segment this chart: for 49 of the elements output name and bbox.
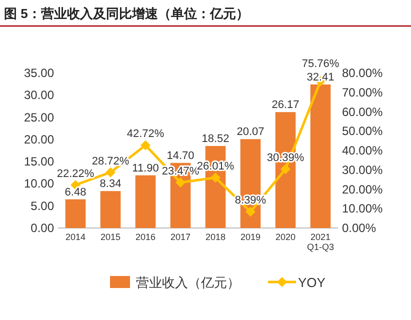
data-label: 18.52 [202,132,230,145]
y2-tick-label: 10.00% [342,202,384,216]
point [176,178,186,188]
bar [310,84,331,228]
x-tick-label: 2015 [100,232,121,242]
x-tick-label: 2014 [65,232,86,242]
y-tick-label: 10.00 [24,176,54,191]
data-label: 32.41 [306,71,334,84]
bar [100,191,121,228]
chart-title: 图 5：营业收入及同比增速（单位：亿元） [4,6,249,21]
data-label: 26.17 [272,99,300,112]
y-tick-label: 15.00 [24,154,54,169]
y-tick-label: 0.00 [30,221,54,235]
y-tick-label: 5.00 [30,198,54,213]
data-label: 75.76% [302,58,340,70]
data-label: 11.90 [132,162,159,174]
legend-label: 营业收入（亿元） [136,275,240,290]
y2-tick-label: 80.00% [342,66,384,80]
y-tick-label: 20.00 [24,132,54,146]
data-label: 8.34 [100,178,122,190]
y2-tick-label: 50.00% [342,124,384,138]
y2-tick-label: 40.00% [342,144,384,158]
y2-tick-label: 70.00% [342,85,384,100]
bar [65,199,86,228]
y-tick-label: 25.00 [24,110,54,124]
data-label: 22.22% [56,168,94,180]
point [106,167,116,178]
y-tick-label: 35.00 [24,66,54,80]
x-tick-label: 2016 [135,232,156,242]
point [210,172,220,183]
x-tick-label: 2019 [240,232,261,242]
legend-label: YOY [298,275,326,290]
x-tick-label: 2018 [205,232,226,242]
x-tick-label: 2020 [275,232,296,242]
data-label: 14.70 [166,150,194,162]
y2-tick-label: 20.00% [342,182,384,196]
point [140,140,150,150]
y-tick-label: 30.00 [24,88,54,102]
x-tick-label: 2017 [170,232,191,242]
data-label: 42.72% [126,128,164,140]
data-label: 6.48 [64,186,86,198]
point [280,164,290,174]
data-label: 20.07 [236,126,264,138]
point [246,206,256,217]
y2-tick-label: 0.00% [342,221,376,235]
y2-tick-label: 60.00% [342,104,384,119]
x-tick-label: 2021 Q1-Q3 [306,232,334,252]
bar [135,175,156,228]
y2-tick-label: 30.00% [342,162,384,177]
